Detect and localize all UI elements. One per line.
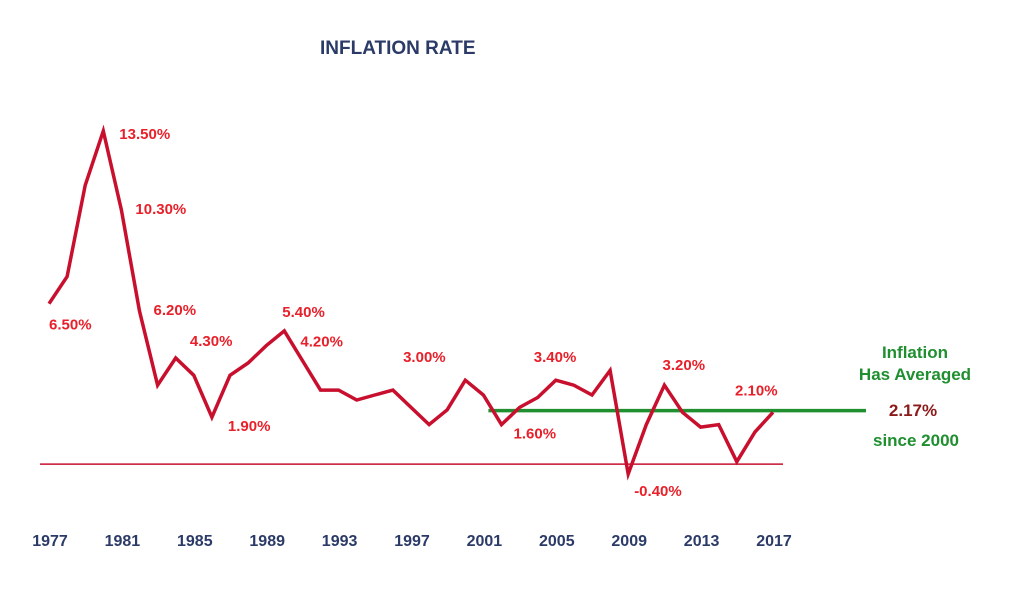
data-point-2000 (464, 379, 467, 382)
data-label-1986: 1.90% (228, 418, 271, 435)
data-point-1982 (138, 310, 141, 313)
data-point-1984 (174, 357, 177, 360)
data-point-2005 (554, 379, 557, 382)
x-tick-label-1985: 1985 (177, 533, 213, 550)
x-tick-label-1993: 1993 (322, 533, 358, 550)
data-point-2008 (609, 369, 612, 372)
x-tick-labels-group: 1977 1981 1985 1989 1993 1997 2001 2005 2009 2013… (32, 533, 792, 550)
data-point-1995 (373, 394, 376, 397)
x-tick-label-2017: 2017 (756, 533, 792, 550)
data-point-2006 (572, 384, 575, 387)
data-point-1992 (319, 389, 322, 392)
data-point-2016 (753, 431, 756, 434)
x-tick-label-1977: 1977 (32, 533, 68, 550)
x-tick-label-2005: 2005 (539, 533, 575, 550)
data-point-1999 (446, 408, 449, 411)
annotation-average-value: 2.17% (889, 401, 937, 420)
data-point-2017 (772, 411, 775, 414)
data-label-1980: 13.50% (119, 126, 170, 143)
data-point-2010 (645, 423, 648, 426)
data-label-1991: 4.20% (300, 333, 343, 350)
data-point-2002 (500, 423, 503, 426)
series-group (47, 124, 775, 481)
data-point-2011 (663, 384, 666, 387)
data-point-1997 (410, 406, 413, 409)
x-tick-label-1989: 1989 (249, 533, 285, 550)
data-point-1979 (84, 184, 87, 187)
data-label-2012: 3.20% (663, 357, 706, 374)
annotation-line1: Inflation (882, 343, 948, 362)
data-point-1986 (210, 416, 213, 419)
data-label-2009: -0.40% (634, 483, 682, 500)
data-point-2014 (717, 423, 720, 426)
data-point-2013 (699, 426, 702, 429)
data-label-2017: 2.10% (735, 382, 778, 399)
data-point-1980 (102, 130, 105, 133)
data-point-2003 (518, 406, 521, 409)
average-annotation: Inflation Has Averaged 2.17% since 2000 (859, 343, 971, 450)
data-point-1990 (283, 329, 286, 332)
x-tick-label-1997: 1997 (394, 533, 430, 550)
data-label-1982: 6.20% (154, 302, 197, 319)
data-point-1977 (48, 302, 51, 305)
data-point-1985 (192, 374, 195, 377)
data-label-1998: 3.00% (403, 349, 446, 366)
data-label-1990: 5.40% (282, 304, 325, 321)
x-tick-label-2013: 2013 (684, 533, 720, 550)
data-label-2005: 3.40% (534, 349, 577, 366)
data-point-1991 (301, 359, 304, 362)
data-point-1993 (337, 389, 340, 392)
data-point-1998 (428, 423, 431, 426)
data-point-1994 (355, 398, 358, 401)
data-labels-group: 6.50% 13.50% 10.30% 6.20% 1.90% 4.30% 5.40% 4.2… (49, 126, 778, 500)
data-label-2002: 1.60% (514, 426, 557, 443)
x-tick-label-2009: 2009 (611, 533, 647, 550)
x-tick-label-2001: 2001 (467, 533, 503, 550)
data-point-2009 (627, 473, 630, 476)
data-point-2015 (735, 460, 738, 463)
annotation-line3: since 2000 (873, 431, 959, 450)
data-point-1978 (66, 275, 69, 278)
chart-title: INFLATION RATE (320, 38, 476, 59)
data-label-1981: 10.30% (135, 201, 186, 218)
data-point-2004 (536, 396, 539, 399)
data-point-2007 (591, 394, 594, 397)
x-tick-label-1981: 1981 (105, 533, 141, 550)
data-point-2001 (482, 394, 485, 397)
data-point-1988 (247, 361, 250, 364)
data-label-1977: 6.50% (49, 317, 92, 334)
annotation-line2: Has Averaged (859, 365, 971, 384)
data-point-1987 (229, 374, 232, 377)
data-point-2012 (681, 411, 684, 414)
inflation-series-line (47, 124, 775, 481)
data-point-1981 (120, 208, 123, 211)
data-point-1996 (391, 389, 394, 392)
data-label-1986: 4.30% (190, 333, 233, 350)
data-point-1983 (156, 384, 159, 387)
data-point-1989 (265, 344, 268, 347)
